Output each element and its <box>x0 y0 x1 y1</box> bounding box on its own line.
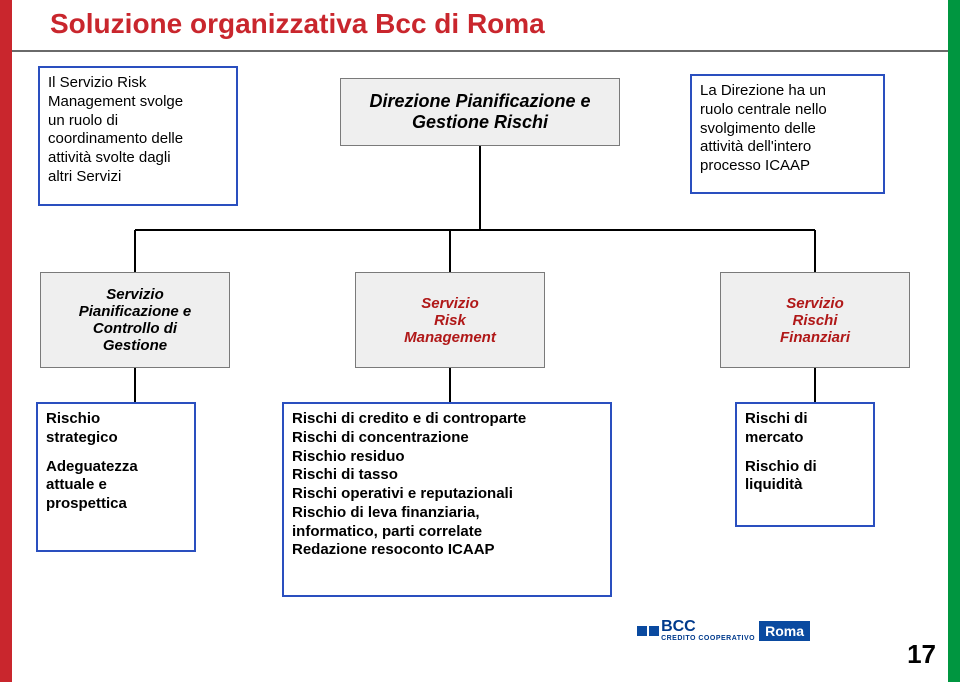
logo-sub: CREDITO COOPERATIVO <box>661 635 755 642</box>
title-rule <box>12 50 948 52</box>
bottom-mid-box: Rischi di credito e di controparteRischi… <box>282 402 612 597</box>
footer-logo: BCC CREDITO COOPERATIVO Roma <box>637 619 810 642</box>
org-child-0: ServizioPianificazione eControllo diGest… <box>40 272 230 368</box>
logo-square-2 <box>649 626 659 636</box>
right-accent-bar <box>948 0 960 682</box>
note-left: Il Servizio RiskManagement svolgeun ruol… <box>38 66 238 206</box>
left-accent-bar <box>0 0 12 682</box>
org-child-2: ServizioRischiFinanziari <box>720 272 910 368</box>
bottom-right-box: Rischi dimercatoRischio diliquidità <box>735 402 875 527</box>
logo-city: Roma <box>759 621 810 641</box>
org-child-1: ServizioRiskManagement <box>355 272 545 368</box>
page-number: 17 <box>907 639 936 670</box>
org-top-node: Direzione Pianificazione eGestione Risch… <box>340 78 620 146</box>
bottom-left-box: RischiostrategicoAdeguatezzaattuale epro… <box>36 402 196 552</box>
note-right: La Direzione ha unruolo centrale nellosv… <box>690 74 885 194</box>
logo-square-1 <box>637 626 647 636</box>
slide-title: Soluzione organizzativa Bcc di Roma <box>50 8 545 40</box>
logo-brand: BCC <box>661 619 755 635</box>
